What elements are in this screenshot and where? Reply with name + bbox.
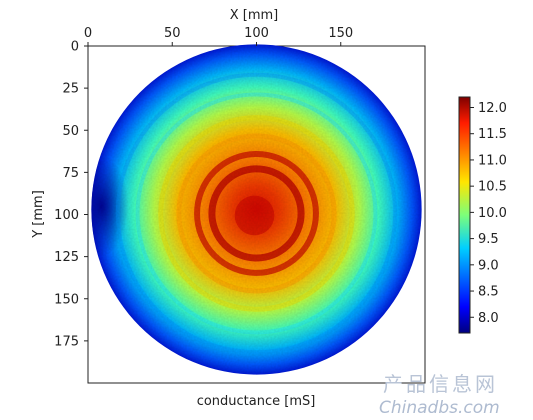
colorbar-tick-label: 8.0 bbox=[478, 311, 499, 326]
y-axis-ticks: 0 25 50 75 100 125 150 175 bbox=[54, 40, 88, 349]
y-tick-label: 175 bbox=[54, 334, 79, 349]
y-axis-title: Y [mm] bbox=[31, 190, 46, 239]
y-tick-label: 100 bbox=[54, 208, 79, 223]
watermark-chinese-text: 产品信息网 bbox=[383, 372, 498, 396]
colorbar-quantity-label: conductance [mS] bbox=[197, 394, 316, 409]
x-axis-ticks: 0 50 100 150 bbox=[84, 26, 353, 46]
colorbar-tick-label: 12.0 bbox=[478, 101, 507, 116]
y-tick-label: 0 bbox=[71, 40, 79, 55]
colorbar bbox=[458, 96, 471, 334]
x-tick-label: 100 bbox=[244, 26, 269, 41]
colorbar-tick-label: 8.5 bbox=[478, 285, 499, 300]
x-tick-label: 150 bbox=[328, 26, 353, 41]
colorbar-tick-label: 9.5 bbox=[478, 232, 499, 247]
x-tick-label: 50 bbox=[164, 26, 181, 41]
colorbar-tick-label: 11.5 bbox=[478, 127, 507, 142]
y-tick-label: 50 bbox=[62, 124, 79, 139]
y-tick-label: 150 bbox=[54, 292, 79, 307]
y-tick-label: 125 bbox=[54, 250, 79, 265]
colorbar-tick-label: 10.0 bbox=[478, 206, 507, 221]
colorbar-tick-label: 10.5 bbox=[478, 180, 507, 195]
colorbar-tick-label: 11.0 bbox=[478, 153, 507, 168]
x-tick-label: 0 bbox=[84, 26, 92, 41]
watermark: 产品信息网 Chinadbs.com bbox=[379, 372, 500, 418]
y-tick-label: 75 bbox=[62, 166, 79, 181]
colorbar-tick-label: 9.0 bbox=[478, 258, 499, 273]
wafer-heatmap bbox=[91, 44, 422, 375]
noise-texture bbox=[91, 44, 422, 375]
watermark-site-text: Chinadbs.com bbox=[379, 398, 500, 418]
colorbar-ticks: 8.0 8.5 9.0 9.5 10.0 10.5 11.0 11.5 12.0 bbox=[470, 101, 507, 326]
y-tick-label: 25 bbox=[62, 82, 79, 97]
x-axis-title: X [mm] bbox=[230, 8, 279, 23]
